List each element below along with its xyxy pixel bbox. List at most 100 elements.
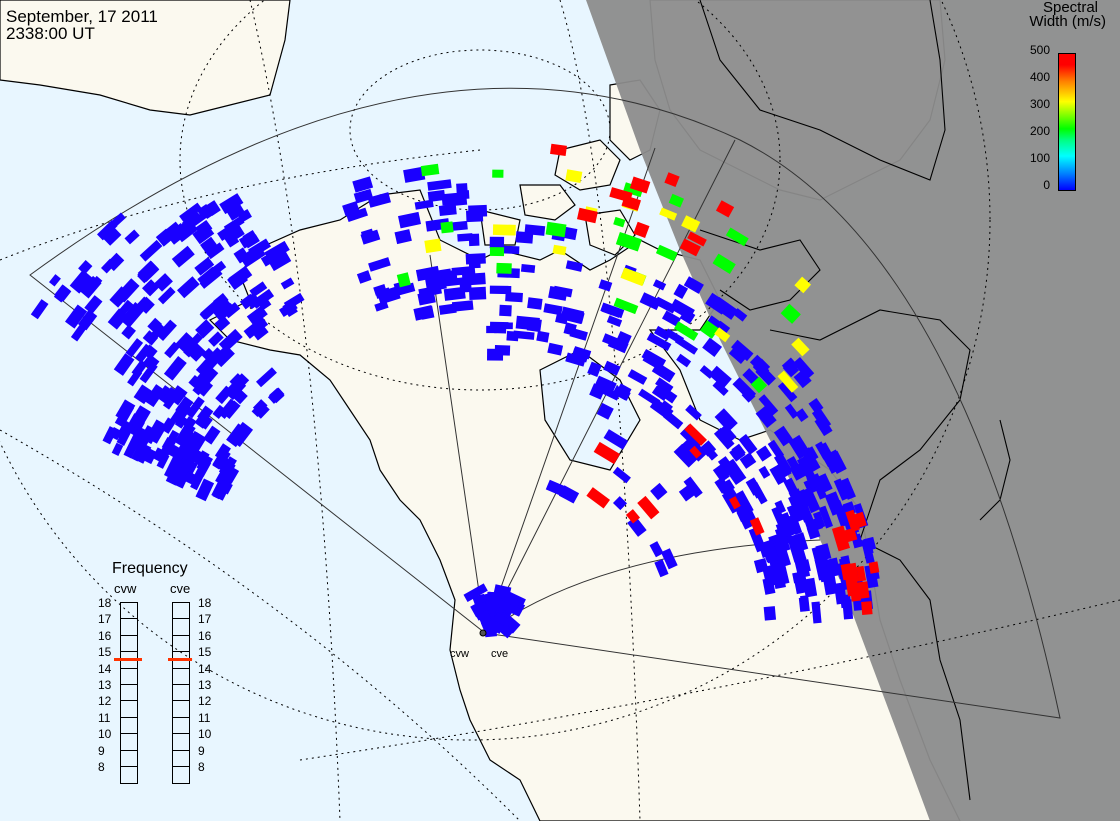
frequency-tick-right: 17 [198, 612, 212, 627]
colorbar-tick: 200 [1029, 124, 1050, 138]
backscatter-cell [780, 303, 801, 324]
backscatter-cell [142, 344, 158, 360]
backscatter-cell [492, 169, 504, 178]
backscatter-cell [227, 269, 248, 290]
backscatter-cell [655, 377, 674, 394]
backscatter-cell [468, 233, 480, 247]
backscatter-cell [477, 609, 492, 625]
backscatter-cell [214, 315, 231, 332]
backscatter-cell [192, 379, 208, 396]
backscatter-cell [79, 275, 102, 299]
date-label: September, 17 2011 [6, 7, 158, 26]
backscatter-cell [107, 308, 129, 330]
backscatter-cell [805, 446, 819, 462]
backscatter-cell [673, 283, 689, 300]
frequency-cell [121, 669, 137, 685]
backscatter-cell [601, 303, 622, 318]
backscatter-cell [133, 407, 151, 431]
backscatter-cell [728, 344, 749, 365]
backscatter-cell [199, 268, 223, 289]
frequency-cell [173, 751, 189, 767]
backscatter-cell [620, 267, 647, 287]
backscatter-cell [147, 317, 163, 333]
backscatter-cell [459, 283, 472, 293]
backscatter-cell [137, 296, 155, 314]
backscatter-cell [763, 606, 777, 621]
backscatter-cell [489, 236, 505, 249]
backscatter-cell [398, 211, 422, 229]
backscatter-cell [777, 381, 798, 403]
backscatter-cell [65, 304, 88, 329]
backscatter-cell [506, 330, 519, 342]
backscatter-cell [199, 301, 220, 320]
backscatter-cell [470, 599, 490, 618]
backscatter-cell [154, 273, 173, 292]
backscatter-cell [714, 408, 738, 432]
backscatter-cell [615, 231, 642, 252]
backscatter-cell [779, 539, 791, 552]
backscatter-cell [547, 342, 564, 356]
backscatter-cell [201, 347, 217, 363]
frequency-cell [121, 751, 137, 767]
backscatter-cell [552, 285, 573, 298]
backscatter-cell [758, 465, 771, 479]
backscatter-cell [495, 224, 516, 236]
frequency-tick-right: 10 [198, 727, 212, 742]
backscatter-cell [213, 293, 229, 309]
backscatter-cell [629, 176, 651, 194]
backscatter-cell [125, 338, 144, 358]
frequency-tick-left: 8 [98, 760, 105, 774]
backscatter-cell [123, 434, 142, 459]
backscatter-cell [403, 166, 426, 183]
backscatter-cell [142, 354, 156, 369]
frequency-cell [121, 652, 137, 669]
backscatter-cell [839, 477, 856, 500]
backscatter-cell [111, 442, 124, 457]
frequency-tick-left: 11 [98, 710, 111, 725]
backscatter-cell [190, 370, 208, 390]
backscatter-cell [815, 473, 833, 494]
backscatter-cell [427, 189, 446, 203]
backscatter-cell [427, 179, 452, 191]
backscatter-cell [685, 404, 702, 421]
backscatter-cell [589, 383, 606, 400]
frequency-tick-left: 16 [98, 628, 112, 643]
backscatter-cell [183, 416, 197, 430]
backscatter-cell [565, 352, 587, 367]
backscatter-cell [569, 327, 588, 341]
backscatter-cell [552, 244, 567, 256]
backscatter-cell [800, 447, 821, 473]
frequency-cell [173, 652, 189, 669]
backscatter-cell [793, 369, 812, 389]
backscatter-cell [70, 317, 92, 342]
backscatter-cell [701, 442, 719, 461]
backscatter-cell [373, 284, 387, 296]
backscatter-cell [212, 404, 227, 419]
backscatter-cell [739, 452, 757, 469]
backscatter-cell [440, 221, 454, 234]
backscatter-cell [801, 486, 821, 514]
backscatter-cell [441, 193, 454, 206]
colorbar-tick: 100 [1029, 151, 1050, 165]
backscatter-cell [497, 599, 523, 617]
backscatter-cell [576, 207, 598, 224]
backscatter-cell [268, 387, 285, 404]
backscatter-cell [811, 601, 822, 624]
backscatter-cell [499, 245, 520, 255]
backscatter-cell [833, 582, 847, 605]
frequency-cell [173, 718, 189, 735]
backscatter-cell [655, 244, 678, 262]
backscatter-cell [712, 464, 730, 483]
backscatter-cell [790, 532, 809, 553]
backscatter-cell [660, 548, 678, 570]
frequency-tick-right: 18 [198, 596, 212, 610]
backscatter-cell [194, 450, 210, 468]
backscatter-cell [856, 565, 867, 582]
backscatter-cell [679, 308, 696, 325]
backscatter-cell [424, 238, 442, 254]
backscatter-cell [654, 296, 677, 314]
backscatter-cell [468, 204, 488, 218]
backscatter-cell [205, 200, 221, 216]
backscatter-cell [161, 429, 180, 454]
